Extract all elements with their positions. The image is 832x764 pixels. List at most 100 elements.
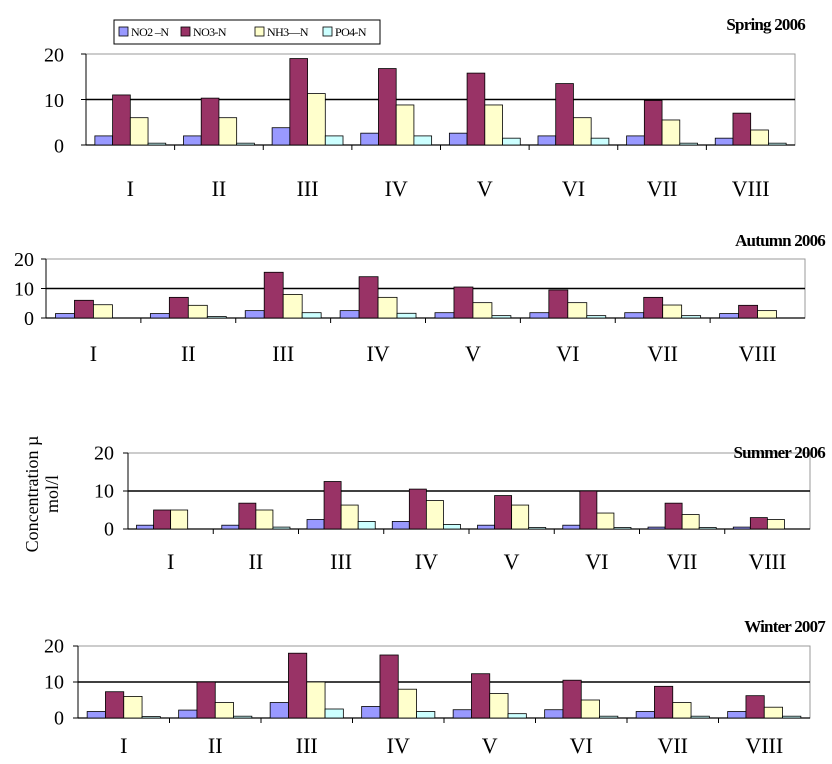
bar — [448, 132, 468, 146]
bar — [528, 527, 547, 530]
bar — [647, 526, 666, 530]
bar — [378, 68, 397, 146]
bar — [271, 127, 291, 146]
bar — [562, 679, 582, 719]
bar — [244, 310, 265, 319]
bar — [200, 97, 220, 146]
x-category-label: III — [330, 549, 352, 574]
bar — [413, 135, 433, 146]
bar — [147, 142, 167, 146]
bar — [681, 514, 700, 530]
x-category-label: VIII — [732, 176, 770, 201]
bar — [586, 315, 607, 319]
x-category-label: I — [90, 341, 97, 366]
bar — [196, 681, 216, 719]
bar — [306, 681, 326, 719]
bar — [425, 500, 444, 530]
x-category-label: II — [249, 549, 264, 574]
x-category-label: V — [482, 733, 498, 758]
bar — [555, 83, 574, 146]
bar — [86, 711, 106, 719]
x-category-label: VII — [647, 341, 678, 366]
bar — [782, 715, 802, 719]
bar — [732, 526, 751, 530]
bar — [580, 699, 600, 719]
y-tick-label: 10 — [14, 279, 34, 301]
bar — [596, 512, 615, 530]
bar — [562, 524, 581, 530]
x-category-label: I — [120, 733, 127, 758]
y-tick-label: 10 — [44, 672, 64, 694]
bar — [149, 313, 170, 319]
bar — [679, 142, 698, 146]
x-category-label: V — [477, 176, 493, 201]
y-tick-label: 20 — [94, 443, 114, 465]
x-category-label: I — [167, 549, 174, 574]
bar — [626, 135, 645, 146]
legend-label: PO4-N — [335, 25, 367, 39]
y-tick-label: 0 — [104, 519, 114, 541]
bar — [416, 711, 436, 719]
bar — [690, 715, 710, 719]
legend-box — [113, 19, 381, 45]
x-category-label: III — [296, 733, 318, 758]
x-category-label: VI — [570, 733, 593, 758]
bar — [599, 715, 619, 719]
bar — [502, 137, 521, 146]
bar — [661, 119, 681, 146]
bar — [141, 716, 161, 719]
bar — [590, 137, 610, 146]
legend-swatch — [322, 26, 333, 37]
x-category-label: III — [297, 176, 319, 201]
y-tick-label: 0 — [54, 136, 64, 158]
bar — [763, 706, 783, 719]
bar — [168, 296, 189, 319]
bar — [289, 58, 308, 146]
legend-label: NH3—N — [267, 25, 309, 39]
x-category-label: V — [504, 549, 520, 574]
bar — [749, 517, 768, 530]
bar — [484, 104, 503, 146]
bar — [255, 509, 274, 530]
bar — [396, 312, 417, 319]
bar — [766, 519, 785, 530]
bar — [452, 709, 472, 719]
bar — [282, 293, 303, 319]
x-category-label: IV — [387, 733, 410, 758]
bar — [272, 526, 291, 530]
bar — [301, 312, 322, 319]
bar — [511, 504, 530, 530]
bar — [238, 502, 257, 530]
bar — [537, 135, 557, 146]
bar — [719, 313, 739, 319]
bar — [105, 691, 125, 719]
x-category-label: VIII — [739, 341, 777, 366]
x-category-label: VI — [562, 176, 585, 201]
bar — [306, 519, 325, 530]
bar — [654, 685, 674, 719]
bar — [698, 527, 717, 530]
x-category-label: IV — [385, 176, 408, 201]
bar — [507, 713, 527, 719]
bar — [183, 135, 202, 146]
legend: NO2 –N NO3-N NH3—N PO4-N — [113, 19, 381, 45]
bar — [567, 302, 588, 319]
x-category-label: II — [181, 341, 196, 366]
bar — [358, 276, 379, 319]
bar — [624, 312, 645, 319]
bar — [727, 711, 747, 719]
bar — [745, 695, 765, 719]
bar — [93, 304, 113, 319]
x-category-label: VI — [556, 341, 579, 366]
y-tick-label: 0 — [54, 708, 64, 730]
x-category-label: IV — [415, 549, 438, 574]
bar — [324, 135, 344, 146]
bar — [218, 117, 238, 146]
bar — [434, 312, 455, 319]
bar — [269, 702, 289, 719]
y-tick-label: 20 — [14, 249, 34, 271]
